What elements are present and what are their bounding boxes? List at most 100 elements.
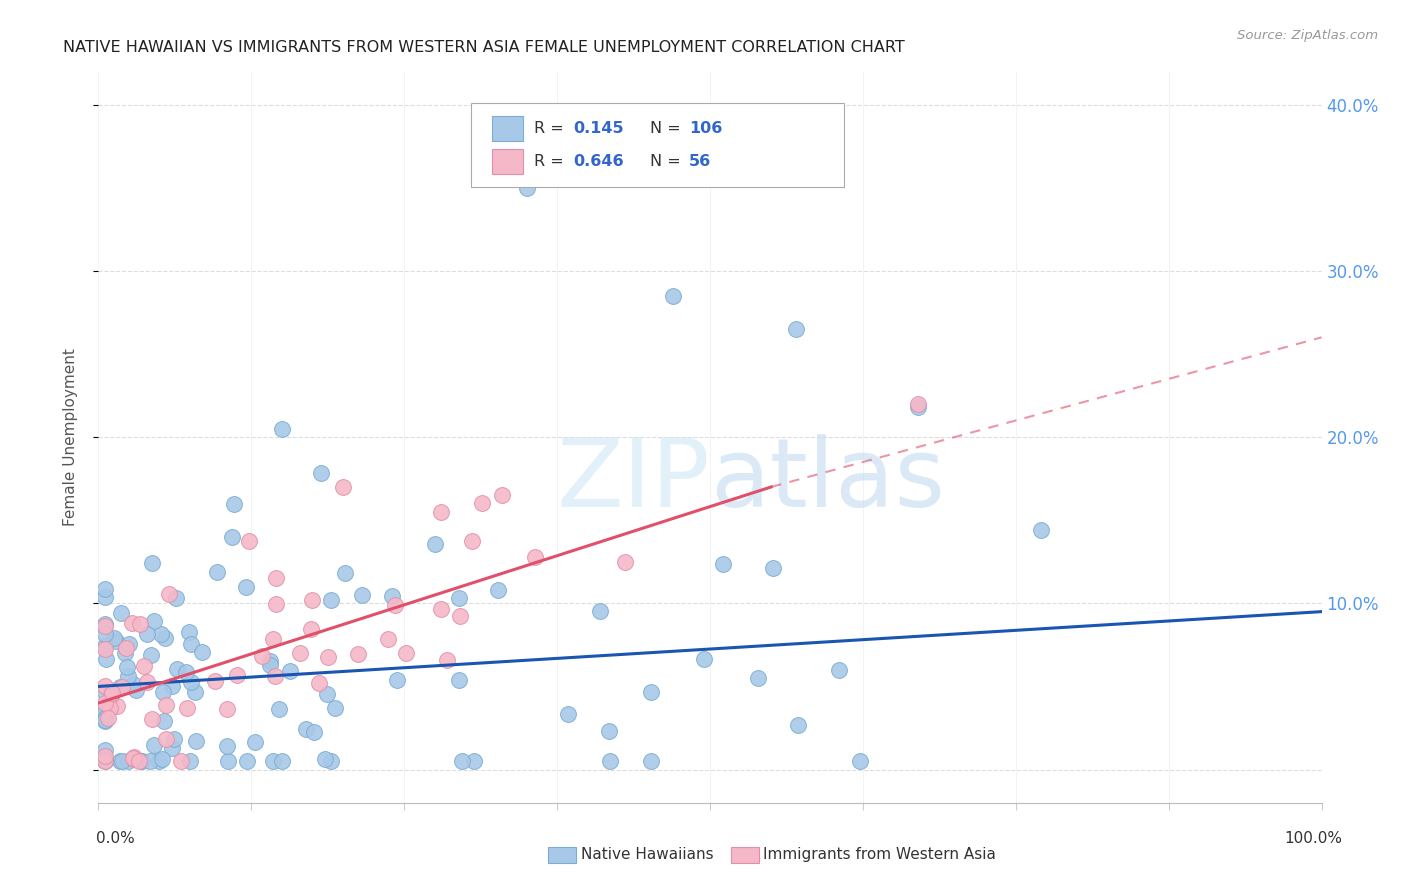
Point — [93, 743, 115, 757]
Text: 56: 56 — [689, 154, 711, 169]
Point — [157, 587, 180, 601]
Point — [176, 665, 198, 680]
Point — [124, 682, 146, 697]
Point — [524, 549, 547, 564]
Point — [136, 674, 159, 689]
Point — [243, 735, 266, 749]
Text: 0.145: 0.145 — [574, 120, 624, 136]
Point — [184, 685, 207, 699]
Point — [640, 684, 662, 698]
Point — [121, 677, 143, 691]
Text: N =: N = — [650, 154, 686, 169]
Point — [278, 665, 301, 679]
Point — [308, 675, 330, 690]
Point — [447, 591, 470, 606]
Point — [395, 646, 418, 660]
Y-axis label: Female Unemployment: Female Unemployment — [63, 348, 77, 526]
Point — [93, 707, 115, 722]
Point — [128, 617, 150, 632]
Point — [352, 588, 374, 602]
Point — [155, 698, 177, 712]
Point — [139, 754, 162, 768]
Point — [221, 530, 243, 544]
Point — [141, 712, 163, 726]
Point — [236, 754, 259, 768]
Point — [139, 648, 162, 662]
Point — [463, 754, 485, 768]
Point — [148, 754, 170, 768]
Point — [429, 602, 451, 616]
Point — [589, 604, 612, 618]
Point — [311, 467, 333, 481]
Point — [332, 480, 354, 494]
Point — [93, 679, 115, 693]
Point — [640, 754, 662, 768]
Point — [100, 688, 122, 702]
Point — [179, 754, 201, 768]
Point — [314, 752, 336, 766]
Text: Immigrants from Western Asia: Immigrants from Western Asia — [763, 847, 997, 862]
Text: Source: ZipAtlas.com: Source: ZipAtlas.com — [1237, 29, 1378, 42]
Point — [447, 673, 470, 688]
Point — [217, 739, 239, 753]
Point — [93, 582, 115, 596]
Point — [136, 626, 159, 640]
Point — [299, 622, 322, 636]
Text: ZIP: ZIP — [557, 434, 710, 527]
Point — [117, 669, 139, 683]
Point — [262, 632, 284, 647]
Point — [166, 662, 188, 676]
Point — [451, 754, 474, 768]
Point — [215, 702, 238, 716]
Point — [557, 706, 579, 721]
Point — [150, 626, 173, 640]
Point — [93, 642, 115, 657]
Point — [301, 593, 323, 607]
Point — [103, 631, 125, 645]
Point — [184, 734, 207, 748]
Point — [180, 675, 202, 690]
Point — [436, 653, 458, 667]
Text: NATIVE HAWAIIAN VS IMMIGRANTS FROM WESTERN ASIA FEMALE UNEMPLOYMENT CORRELATION : NATIVE HAWAIIAN VS IMMIGRANTS FROM WESTE… — [63, 40, 905, 55]
Point — [235, 580, 257, 594]
Point — [121, 616, 143, 631]
Point — [105, 698, 128, 713]
Point — [259, 658, 281, 673]
Point — [302, 724, 325, 739]
Point — [155, 731, 177, 746]
Point — [222, 497, 245, 511]
Point — [191, 644, 214, 658]
Point — [93, 697, 115, 711]
Point — [471, 496, 494, 510]
Point — [318, 650, 340, 665]
Point — [141, 556, 163, 570]
Point — [98, 700, 121, 714]
Point — [96, 652, 118, 666]
Text: N =: N = — [650, 120, 686, 136]
Point — [599, 754, 621, 768]
Point — [170, 754, 193, 768]
Point — [153, 632, 176, 646]
Point — [377, 632, 399, 646]
Point — [333, 566, 356, 580]
Point — [104, 633, 127, 648]
Point — [165, 591, 187, 606]
Point — [93, 616, 115, 631]
Point — [115, 660, 138, 674]
Point — [114, 646, 136, 660]
Point — [205, 565, 228, 579]
Point — [288, 647, 311, 661]
Point — [271, 754, 294, 768]
Point — [259, 654, 281, 668]
Point — [153, 714, 176, 728]
Point — [111, 680, 134, 694]
Point — [264, 669, 287, 683]
Point — [238, 533, 260, 548]
Point — [786, 717, 808, 731]
Point — [134, 658, 156, 673]
Point — [225, 668, 247, 682]
Point — [128, 754, 150, 768]
Text: 0.646: 0.646 — [574, 154, 624, 169]
Text: R =: R = — [534, 120, 569, 136]
Point — [662, 289, 685, 303]
